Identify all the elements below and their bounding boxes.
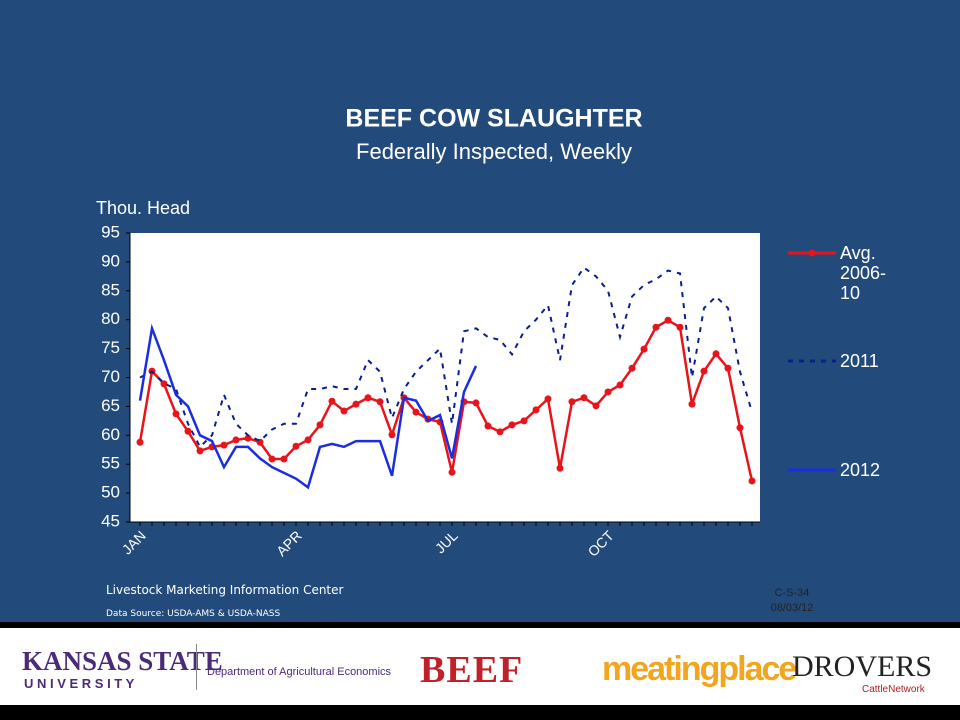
beef-logo: BEEF — [420, 649, 524, 691]
series-marker — [520, 417, 528, 425]
series-marker — [136, 438, 144, 446]
slide: BEEF COW SLAUGHTER Federally Inspected, … — [0, 0, 960, 622]
series-marker — [448, 468, 456, 476]
legend-label: Avg. 2006-10 — [840, 243, 887, 303]
series-marker — [532, 406, 540, 414]
legend-swatch — [788, 359, 836, 363]
series-marker — [640, 345, 648, 353]
series-marker — [508, 421, 516, 429]
drovers-logo: DROVERS — [792, 650, 933, 683]
x-tick-label: APR — [273, 527, 305, 559]
legend-marker — [808, 249, 816, 257]
chart-subtitle: Federally Inspected, Weekly — [356, 139, 632, 164]
y-tick-label: 75 — [101, 338, 120, 357]
series-marker — [352, 400, 360, 408]
y-tick-label: 60 — [101, 425, 120, 444]
series-marker — [220, 441, 228, 449]
series-marker — [748, 477, 756, 485]
series-marker — [580, 394, 588, 402]
series-marker — [652, 323, 660, 331]
series-marker — [172, 410, 180, 418]
series-marker — [328, 397, 336, 405]
series-marker — [676, 323, 684, 331]
series-marker — [712, 350, 720, 358]
series-marker — [592, 402, 600, 410]
series-marker — [472, 399, 480, 407]
y-tick-label: 45 — [101, 511, 120, 530]
series-marker — [724, 364, 732, 372]
series-marker — [736, 424, 744, 432]
series-marker — [268, 455, 276, 463]
y-tick-label: 85 — [101, 280, 120, 299]
series-marker — [688, 400, 696, 408]
series-marker — [496, 428, 504, 436]
series-marker — [628, 364, 636, 372]
y-tick-label: 95 — [101, 222, 120, 241]
series-marker — [604, 388, 612, 396]
series-marker — [700, 367, 708, 375]
series-marker — [388, 431, 396, 439]
series-marker — [292, 442, 300, 450]
series-marker — [244, 434, 252, 442]
series-marker — [568, 398, 576, 406]
series-marker — [340, 407, 348, 415]
series-marker — [232, 436, 240, 444]
series-marker — [160, 380, 168, 388]
series-marker — [412, 408, 420, 416]
legend-swatch — [788, 249, 836, 257]
series-marker — [196, 447, 204, 455]
y-tick-label: 90 — [101, 251, 120, 270]
series-line — [139, 266, 753, 449]
series-line — [138, 318, 754, 482]
y-tick-label: 65 — [101, 396, 120, 415]
x-tick-label: OCT — [585, 527, 618, 560]
series-line — [138, 323, 478, 490]
series-marker — [304, 436, 312, 444]
series-marker — [280, 455, 288, 463]
series-marker — [556, 464, 564, 472]
department: Department of Agricultural Economics — [207, 666, 392, 678]
series-marker — [616, 381, 624, 389]
chart-code: C-S-34 — [774, 587, 810, 599]
source-data: Data Source: USDA-AMS & USDA-NASS — [106, 609, 281, 619]
y-tick-label: 50 — [101, 483, 120, 502]
legend-label: 2011 — [840, 351, 879, 371]
chart-date: 08/03/12 — [770, 602, 814, 614]
y-tick-label: 80 — [101, 309, 120, 328]
series-marker — [664, 316, 672, 324]
series-marker — [376, 398, 384, 406]
chart-title: BEEF COW SLAUGHTER — [345, 105, 642, 133]
x-tick-label: JUL — [432, 527, 461, 556]
series-marker — [316, 421, 324, 429]
source-center: Livestock Marketing Information Center — [106, 583, 344, 597]
x-tick-label: JAN — [119, 527, 149, 557]
ksu-logo: KANSAS STATE — [22, 646, 223, 676]
ksu-sub: U N I V E R S I T Y — [24, 676, 135, 691]
y-tick-label: 70 — [101, 367, 120, 386]
series-marker — [484, 422, 492, 430]
series-marker — [184, 427, 192, 435]
meatingplace-logo: meatingplace — [602, 650, 797, 688]
y-axis-label: Thou. Head — [96, 198, 190, 218]
logo-bar: KANSAS STATE U N I V E R S I T Y Departm… — [0, 628, 960, 705]
series-marker — [544, 395, 552, 403]
chart: BEEF COW SLAUGHTER Federally Inspected, … — [96, 105, 760, 560]
y-tick-label: 55 — [101, 454, 120, 473]
drovers-sub: CattleNetwork — [862, 684, 925, 695]
legend-label: 2012 — [840, 460, 881, 480]
series-marker — [364, 394, 372, 402]
legend-swatch — [788, 468, 836, 472]
divider — [196, 644, 197, 690]
